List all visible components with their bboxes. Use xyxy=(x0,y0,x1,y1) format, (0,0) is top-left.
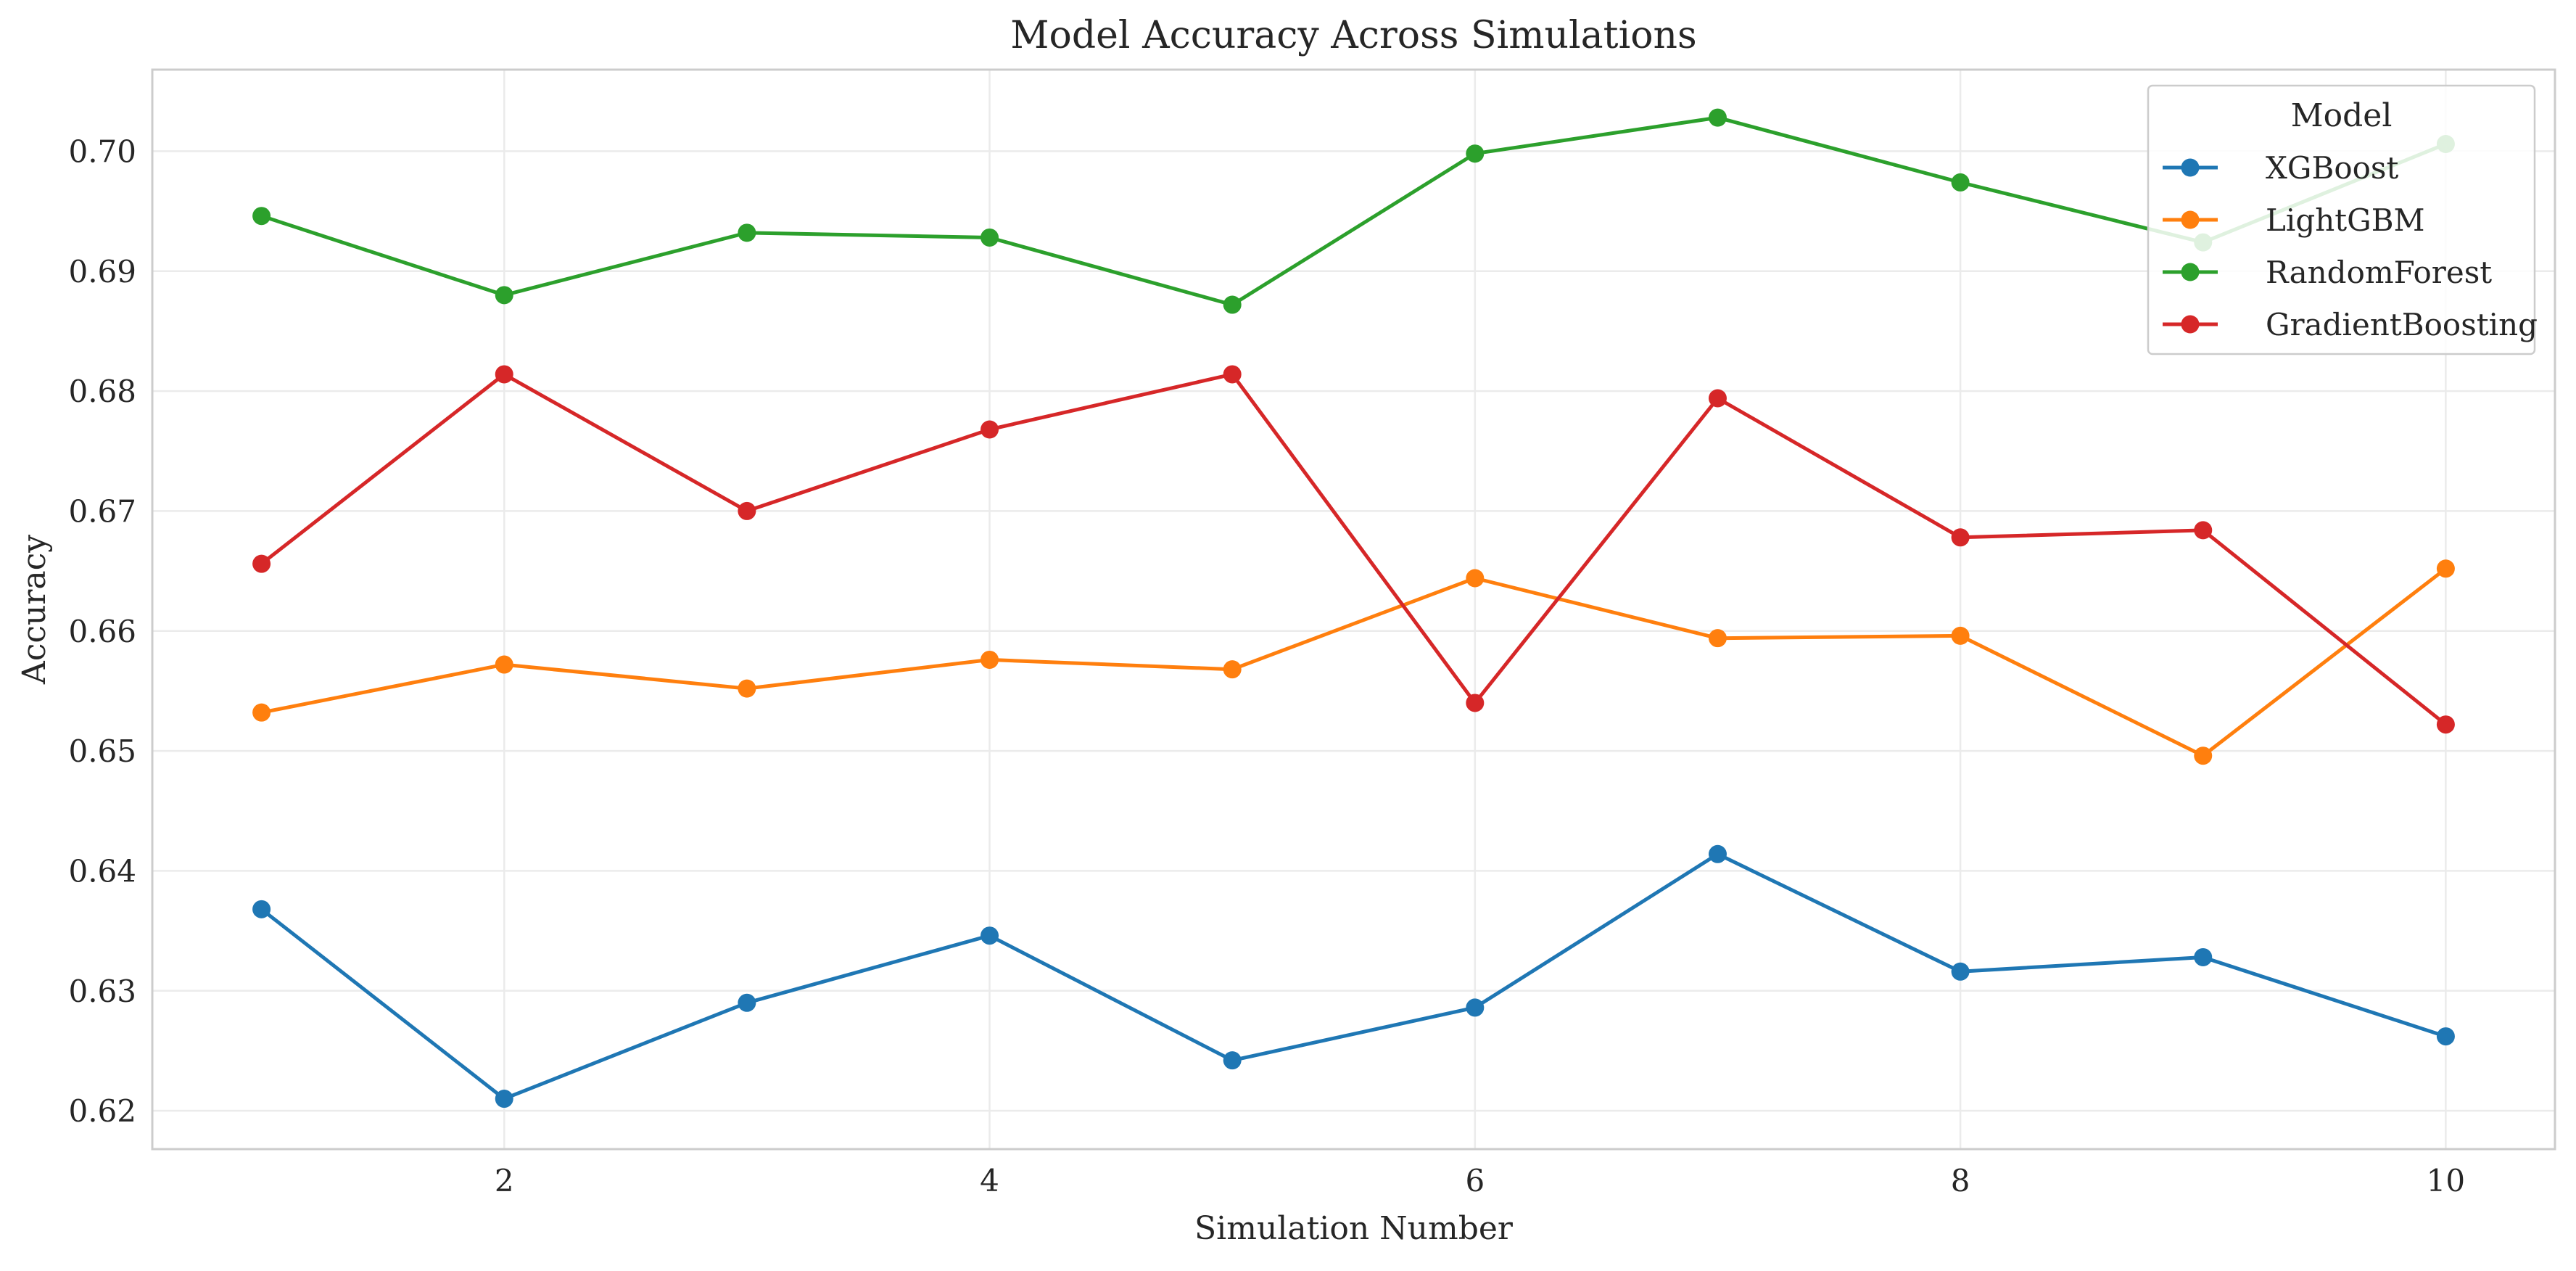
data-point-xgboost xyxy=(252,900,271,918)
legend-item-lightgbm: LightGBM xyxy=(2163,202,2425,238)
legend-label-xgboost: XGBoost xyxy=(2266,150,2398,186)
series-lightgbm xyxy=(252,559,2455,765)
y-tick-label: 0.70 xyxy=(68,133,136,169)
legend: Model XGBoost LightGBM RandomForest Gradien… xyxy=(2147,84,2538,355)
data-point-gradientboosting xyxy=(495,365,513,384)
y-axis-label: Accuracy xyxy=(16,535,53,685)
data-point-xgboost xyxy=(2194,947,2213,966)
data-point-lightgbm xyxy=(252,703,271,722)
data-point-gradientboosting xyxy=(252,554,271,573)
data-point-gradientboosting xyxy=(1708,389,1727,408)
y-tick-label: 0.65 xyxy=(68,733,136,769)
data-point-lightgbm xyxy=(1708,629,1727,648)
x-tick-label: 4 xyxy=(980,1163,999,1198)
series-line-gradientboosting xyxy=(260,372,2448,727)
data-point-lightgbm xyxy=(2194,746,2213,765)
series-xgboost xyxy=(252,844,2455,1108)
x-tick-label: 2 xyxy=(495,1163,514,1198)
legend-item-xgboost: XGBoost xyxy=(2163,150,2398,186)
data-point-gradientboosting xyxy=(738,501,756,520)
legend-item-gradientboosting: GradientBoosting xyxy=(2163,307,2538,342)
data-point-randomforest xyxy=(495,286,513,305)
x-tick-label: 8 xyxy=(1951,1163,1970,1198)
y-tick-label: 0.67 xyxy=(68,493,136,529)
data-point-gradientboosting xyxy=(1466,694,1485,712)
chart-title: Model Accuracy Across Simulations xyxy=(1010,14,1696,57)
data-point-xgboost xyxy=(981,926,999,945)
legend-items: XGBoost LightGBM RandomForest GradientBoost… xyxy=(2163,150,2538,342)
data-point-xgboost xyxy=(1466,998,1485,1017)
legend-label-gradientboosting: GradientBoosting xyxy=(2266,307,2538,342)
y-tick-label: 0.66 xyxy=(68,614,136,649)
series-line-lightgbm xyxy=(260,567,2448,758)
data-point-randomforest xyxy=(1951,173,1970,192)
x-axis-label: Simulation Number xyxy=(1194,1210,1514,1247)
legend-label-randomforest: RandomForest xyxy=(2266,255,2492,290)
y-tick-label: 0.62 xyxy=(68,1093,136,1129)
data-point-lightgbm xyxy=(1223,660,1242,679)
data-point-xgboost xyxy=(1951,962,1970,981)
data-point-lightgbm xyxy=(738,679,756,698)
x-tick-label: 10 xyxy=(2427,1163,2465,1198)
legend-label-lightgbm: LightGBM xyxy=(2266,202,2425,238)
series-gradientboosting xyxy=(252,365,2455,734)
data-point-randomforest xyxy=(1223,295,1242,314)
y-tick-label: 0.68 xyxy=(68,374,136,409)
legend-marker-gradientboosting xyxy=(2181,315,2200,334)
y-tick-label: 0.69 xyxy=(68,254,136,289)
data-point-randomforest xyxy=(1466,144,1485,163)
data-point-randomforest xyxy=(1708,108,1727,127)
legend-marker-randomforest xyxy=(2181,263,2200,281)
data-point-lightgbm xyxy=(1951,626,1970,645)
series-line-xgboost xyxy=(260,852,2448,1101)
data-point-lightgbm xyxy=(495,655,513,674)
y-tick-label: 0.64 xyxy=(68,853,136,889)
series-randomforest xyxy=(252,108,2455,314)
data-point-randomforest xyxy=(738,223,756,242)
data-point-gradientboosting xyxy=(1951,528,1970,547)
legend-item-randomforest: RandomForest xyxy=(2163,255,2492,290)
y-tick-label: 0.63 xyxy=(68,974,136,1009)
data-point-lightgbm xyxy=(2436,559,2455,578)
plot-area-frame xyxy=(151,68,2556,1151)
x-tick-label: 6 xyxy=(1465,1163,1485,1198)
data-point-xgboost xyxy=(738,993,756,1012)
data-point-gradientboosting xyxy=(981,420,999,439)
data-point-xgboost xyxy=(1223,1051,1242,1070)
data-point-gradientboosting xyxy=(2194,521,2213,540)
legend-marker-lightgbm xyxy=(2181,210,2200,229)
legend-title: Model xyxy=(2291,97,2393,134)
data-point-randomforest xyxy=(252,207,271,226)
data-point-gradientboosting xyxy=(1223,365,1242,384)
series-line-randomforest xyxy=(260,115,2448,307)
data-point-xgboost xyxy=(1708,844,1727,863)
data-point-xgboost xyxy=(495,1090,513,1108)
legend-marker-xgboost xyxy=(2181,158,2200,177)
data-point-xgboost xyxy=(2436,1027,2455,1046)
series-lines xyxy=(252,108,2455,1108)
axis-tick-labels: 2 4 6 8 10 0.62 0.63 0.64 0.65 0.66 0.67 0.68 0.69 0.… xyxy=(68,133,2465,1198)
data-point-lightgbm xyxy=(1466,569,1485,588)
legend-box xyxy=(2147,84,2536,355)
data-point-lightgbm xyxy=(981,650,999,669)
data-point-gradientboosting xyxy=(2436,715,2455,734)
data-point-randomforest xyxy=(981,228,999,247)
